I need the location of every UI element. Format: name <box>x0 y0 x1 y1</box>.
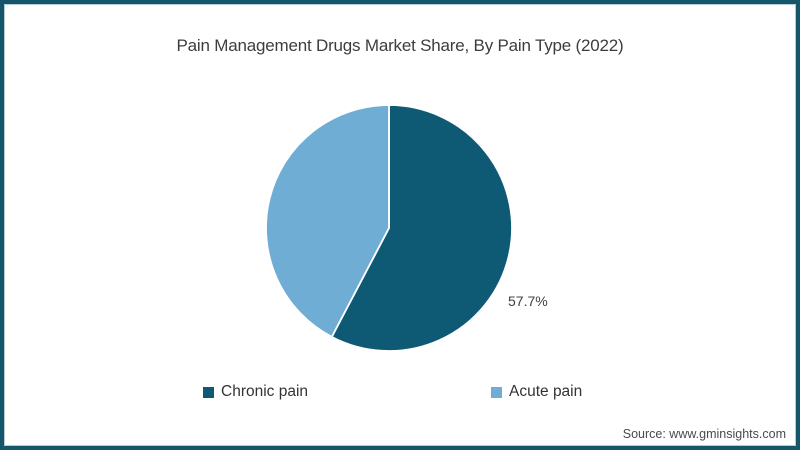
legend-swatch-chronic-pain-icon <box>203 386 214 398</box>
pie-slice-acute-pain <box>265 104 390 338</box>
pie-chart <box>265 104 513 352</box>
legend-swatch-acute-pain-icon <box>491 386 502 398</box>
source-attribution: Source: www.gminsights.com <box>622 427 786 441</box>
legend-label-chronic-pain: Chronic pain <box>221 383 309 400</box>
chart-title: Pain Management Drugs Market Share, By P… <box>176 36 624 55</box>
pie-slice-chronic-pain <box>330 104 513 352</box>
pie-data-label: 57.7% <box>508 293 548 309</box>
legend-item-chronic-pain: Chronic pain <box>203 383 308 401</box>
legend-label-acute-pain: Acute pain <box>509 383 583 400</box>
legend-item-acute-pain: Acute pain <box>491 383 582 401</box>
